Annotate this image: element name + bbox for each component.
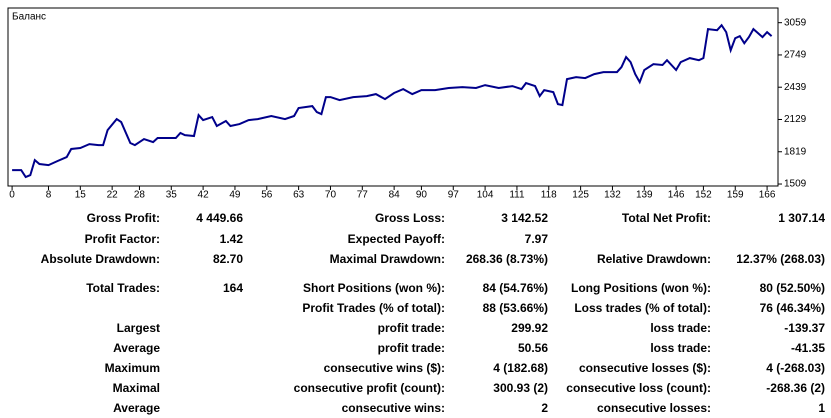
stat-label: Total Trades: — [86, 281, 160, 295]
stat-value: 2 — [541, 401, 548, 415]
x-tick-label: 159 — [727, 190, 744, 201]
stat-label: Average — [113, 401, 160, 415]
x-tick-label: 139 — [636, 190, 653, 201]
stat-label: Average — [113, 341, 160, 355]
stat-value: 50.56 — [517, 341, 548, 355]
chart-title: Баланс — [12, 12, 46, 23]
stat-label: Maximum — [104, 361, 160, 375]
y-tick-label: 2129 — [784, 114, 807, 125]
x-tick-label: 77 — [357, 190, 369, 201]
stat-label: Short Positions (won %): — [303, 281, 445, 295]
stat-label: Total Net Profit: — [621, 211, 711, 225]
stat-value: 7.97 — [524, 232, 548, 246]
stat-label: Loss trades (% of total): — [574, 301, 711, 315]
stat-label: Gross Loss: — [374, 211, 445, 225]
stat-label: consecutive profit (count): — [293, 381, 445, 395]
stat-label: Gross Profit: — [86, 211, 160, 225]
stat-label: Long Positions (won %): — [571, 281, 711, 295]
balance-chart: Баланс 1509 1819 2129 2439 2749 3059 0 8 15 22 28 3… — [7, 7, 807, 201]
x-tick-label: 35 — [166, 190, 178, 201]
x-tick-label: 166 — [759, 190, 776, 201]
stat-label: Expected Payoff: — [347, 232, 445, 246]
x-tick-label: 49 — [229, 190, 241, 201]
stat-label: consecutive loss (count): — [566, 381, 711, 395]
stat-value: 88 (53.66%) — [482, 301, 548, 315]
stats-table: Gross Profit: 4 449.66 Gross Loss: 3 142.52… — [0, 208, 831, 418]
stat-label: consecutive losses ($): — [578, 361, 711, 375]
stat-value: 164 — [222, 281, 243, 295]
stat-value: 4 (182.68) — [493, 361, 548, 375]
x-tick-label: 90 — [416, 190, 428, 201]
stat-value: -41.35 — [790, 341, 825, 355]
stat-label: loss trade: — [650, 321, 711, 335]
stat-value: 84 (54.76%) — [482, 281, 548, 295]
x-tick-label: 28 — [134, 190, 146, 201]
stat-label: Maximal — [112, 381, 160, 395]
x-tick-label: 22 — [107, 190, 119, 201]
stat-value: 80 (52.50%) — [759, 281, 825, 295]
stat-value: 299.92 — [511, 321, 548, 335]
stat-label: loss trade: — [650, 341, 711, 355]
x-tick-label: 125 — [572, 190, 589, 201]
stat-label: Profit Trades (% of total): — [302, 301, 445, 315]
x-tick-label: 84 — [389, 190, 401, 201]
x-tick-label: 0 — [9, 190, 15, 201]
x-tick-label: 152 — [695, 190, 712, 201]
x-tick-label: 97 — [448, 190, 460, 201]
stat-label: consecutive losses: — [596, 401, 711, 415]
stat-label: Maximal Drawdown: — [329, 252, 445, 266]
stat-label: Absolute Drawdown: — [40, 252, 160, 266]
x-tick-label: 42 — [198, 190, 210, 201]
stat-value: 3 142.52 — [501, 211, 548, 225]
x-tick-label: 132 — [604, 190, 621, 201]
stat-value: 4 449.66 — [196, 211, 243, 225]
y-tick-label: 1509 — [784, 179, 807, 190]
stat-value: 4 (-268.03) — [766, 361, 825, 375]
x-tick-label: 104 — [477, 190, 494, 201]
x-tick-label: 111 — [509, 190, 525, 201]
x-tick-label: 8 — [46, 190, 52, 201]
stat-value: 300.93 (2) — [493, 381, 548, 395]
x-tick-label: 70 — [325, 190, 337, 201]
stat-value: 1.42 — [219, 232, 243, 246]
y-tick-label: 3059 — [784, 17, 807, 28]
x-tick-label: 63 — [293, 190, 305, 201]
x-tick-label: 56 — [261, 190, 273, 201]
y-tick-label: 1819 — [784, 146, 807, 157]
stat-label: Profit Factor: — [84, 232, 160, 246]
stat-value: 82.70 — [212, 252, 243, 266]
stat-value: -139.37 — [784, 321, 825, 335]
y-tick-label: 2439 — [784, 82, 807, 93]
stat-label: Relative Drawdown: — [596, 252, 711, 266]
stat-value: 1 — [818, 401, 825, 415]
stat-value: 12.37% (268.03) — [736, 252, 825, 266]
stat-value: -268.36 (2) — [766, 381, 825, 395]
stat-label: profit trade: — [377, 321, 445, 335]
stat-value: 268.36 (8.73%) — [465, 252, 548, 266]
stat-label: profit trade: — [377, 341, 445, 355]
x-tick-label: 146 — [668, 190, 685, 201]
y-tick-label: 2749 — [784, 50, 807, 61]
stat-value: 1 307.14 — [778, 211, 825, 225]
x-tick-label: 15 — [75, 190, 87, 201]
stat-label: consecutive wins ($): — [323, 361, 445, 375]
plot-frame — [7, 7, 779, 187]
stat-label: consecutive wins: — [341, 401, 445, 415]
x-tick-label: 118 — [541, 190, 557, 201]
stat-label: Largest — [116, 321, 160, 335]
stat-value: 76 (46.34%) — [759, 301, 825, 315]
balance-line — [12, 23, 773, 179]
